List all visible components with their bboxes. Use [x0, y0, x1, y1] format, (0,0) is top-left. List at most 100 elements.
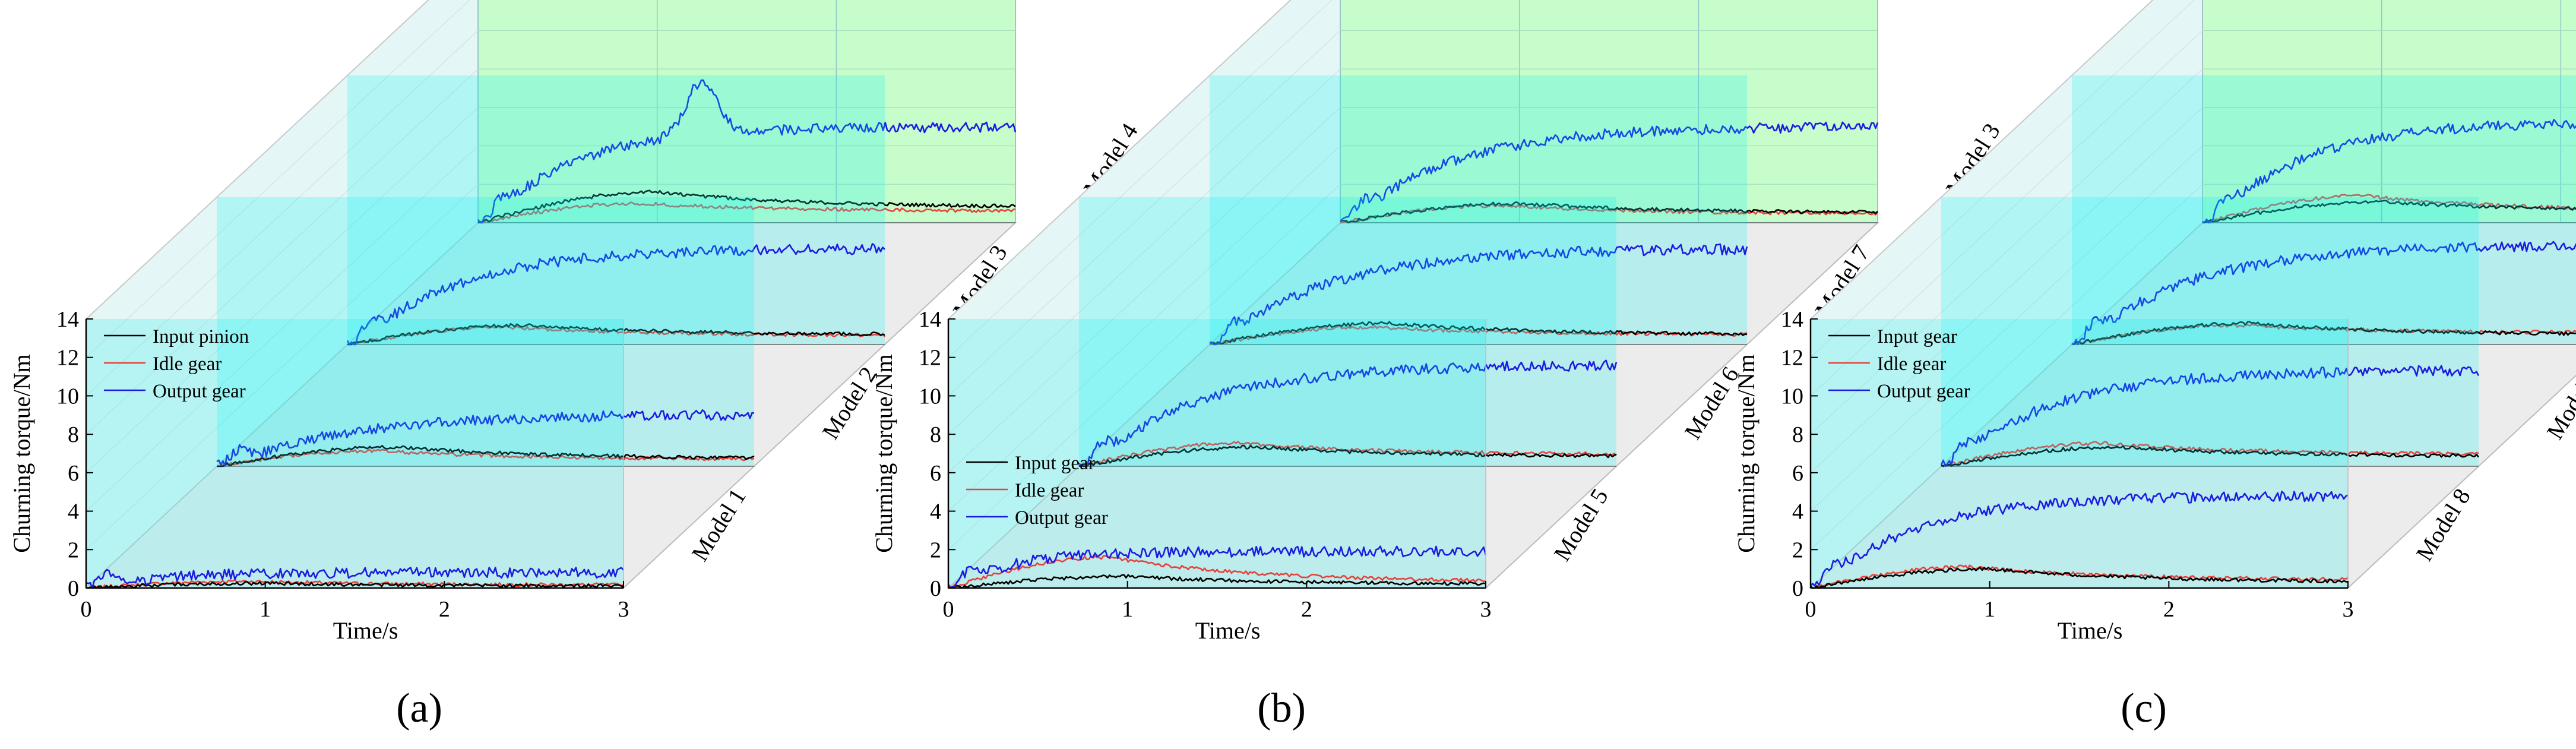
legend-label: Idle gear — [1877, 353, 1946, 375]
y-tick-label: 10 — [919, 384, 941, 409]
series-line-input — [1340, 201, 1878, 224]
left-gridline — [1810, 146, 2203, 512]
series-line-idle — [1078, 441, 1617, 467]
x-axis-title: Time/s — [2058, 617, 2123, 644]
y-tick-label: 14 — [56, 307, 79, 332]
left-gridline — [948, 30, 1341, 396]
y-tick-label: 12 — [1781, 346, 1803, 371]
left-gridline — [86, 30, 479, 396]
layer-plane — [86, 319, 624, 588]
y-tick-label: 0 — [1792, 576, 1803, 601]
series-line-output — [1340, 121, 1879, 222]
left-gridline — [86, 0, 470, 358]
x-tick-label: 1 — [1984, 597, 1995, 622]
legend-label: Output gear — [1015, 507, 1108, 529]
y-tick-label: 6 — [1792, 461, 1803, 486]
left-gridline — [86, 68, 479, 435]
series-line-output — [86, 567, 624, 589]
y-tick-label: 2 — [68, 538, 79, 562]
left-gridline — [948, 0, 1333, 358]
layer-plane — [217, 197, 754, 466]
series-line-output — [1940, 365, 2480, 467]
y-tick-label: 8 — [68, 422, 79, 447]
x-tick-label: 2 — [2163, 597, 2175, 622]
series-line-idle — [948, 555, 1486, 589]
legend-label: Output gear — [153, 381, 246, 402]
series-line-input — [1941, 445, 2480, 467]
layer-plane — [1210, 75, 1747, 345]
left-gridline — [1810, 0, 2195, 358]
y-tick-label: 4 — [1792, 500, 1803, 524]
y-tick-label: 2 — [930, 538, 941, 562]
left-gridline — [948, 68, 1341, 435]
x-tick-label: 3 — [1480, 597, 1492, 622]
left-gridline — [86, 107, 479, 473]
y-tick-label: 0 — [68, 576, 79, 601]
y-tick-label: 0 — [930, 576, 941, 601]
y-axis-title: Churning torque/Nm — [871, 354, 897, 552]
series-line-input — [86, 581, 624, 589]
y-tick-label: 8 — [1792, 422, 1803, 447]
x-tick-label: 3 — [2343, 597, 2354, 622]
left-gridline — [1810, 107, 2203, 473]
y-tick-label: 12 — [919, 346, 941, 371]
series-line-input — [1810, 567, 2349, 589]
series-line-output — [2202, 119, 2576, 224]
series-line-output — [216, 409, 755, 467]
y-axis-title: Churning torque/Nm — [8, 354, 35, 552]
layer-plane — [2072, 75, 2576, 345]
legend-label: Idle gear — [153, 353, 221, 375]
series-line-input — [347, 323, 885, 346]
left-gridline — [948, 107, 1341, 473]
y-tick-label: 14 — [1781, 307, 1803, 332]
layer-plane — [1340, 0, 1878, 223]
series-line-idle — [477, 201, 1016, 224]
layer-plane — [2202, 0, 2576, 223]
series-line-output — [346, 243, 885, 346]
series-line-output — [477, 79, 1017, 224]
y-tick-label: 8 — [930, 422, 941, 447]
series-line-input — [217, 445, 755, 467]
series-line-input — [2071, 321, 2576, 346]
x-tick-label: 3 — [618, 597, 629, 622]
y-tick-label: 2 — [1792, 538, 1803, 562]
left-gridline — [1810, 30, 2203, 396]
left-gridline — [948, 146, 1341, 512]
x-tick-label: 2 — [439, 597, 450, 622]
left-gridline — [948, 184, 1341, 550]
series-line-idle — [1210, 325, 1748, 346]
x-tick-label: 0 — [943, 597, 954, 622]
series-line-idle — [2202, 194, 2576, 224]
left-gridline — [86, 184, 479, 550]
y-axis-title: Churning torque/Nm — [1733, 354, 1759, 552]
y-tick-label: 10 — [56, 384, 79, 409]
y-tick-label: 6 — [930, 461, 941, 486]
series-line-input — [1078, 444, 1617, 467]
series-line-input — [1209, 321, 1748, 345]
legend-label: Output gear — [1877, 381, 1970, 402]
y-tick-label: 4 — [930, 500, 941, 524]
legend-label: Input gear — [1877, 326, 1957, 347]
y-tick-label: 12 — [56, 346, 79, 371]
legend-label: Input pinion — [153, 326, 249, 347]
y-tick-label: 4 — [68, 500, 79, 524]
x-axis-title: Time/s — [333, 617, 398, 644]
layer-plane — [1941, 197, 2479, 466]
y-tick-label: 14 — [919, 307, 941, 332]
legend-label: Idle gear — [1015, 480, 1084, 501]
left-gridline — [1810, 68, 2203, 435]
x-tick-label: 2 — [1301, 597, 1312, 622]
series-line-output — [2071, 241, 2576, 346]
legend-label: Input gear — [1015, 453, 1095, 474]
x-tick-label: 0 — [81, 597, 92, 622]
y-tick-label: 6 — [68, 461, 79, 486]
series-line-output — [1078, 359, 1618, 467]
x-tick-label: 1 — [260, 597, 271, 622]
left-gridline — [1810, 184, 2203, 550]
x-axis-title: Time/s — [1195, 617, 1261, 644]
x-tick-label: 1 — [1122, 597, 1133, 622]
panel-label: (a) — [396, 685, 442, 731]
